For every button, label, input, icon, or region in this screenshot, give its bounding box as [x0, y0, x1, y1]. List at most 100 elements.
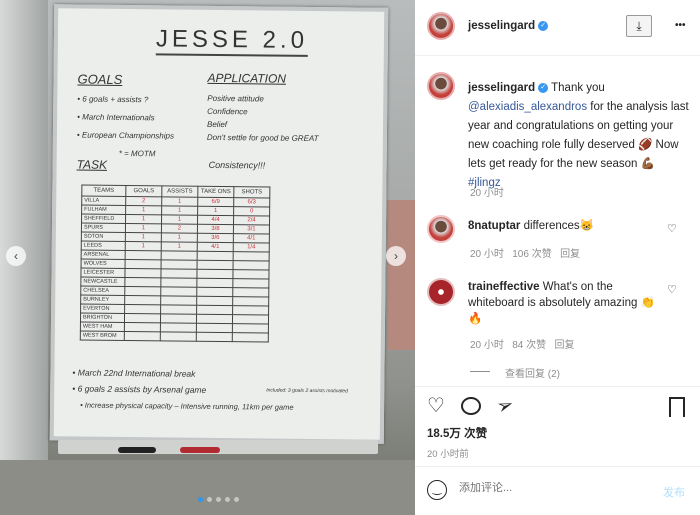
like-comment-heart-icon[interactable]: ♡	[667, 284, 677, 296]
stat-cell	[160, 322, 197, 333]
carousel-dot[interactable]	[234, 497, 239, 502]
stat-cell	[232, 278, 269, 289]
stat-cell	[124, 277, 161, 287]
consistency-note: Consistency!!!	[208, 159, 266, 171]
stat-cell	[160, 304, 197, 315]
team-cell: EVERTON	[80, 304, 125, 314]
stat-cell	[124, 286, 161, 296]
comment-likes[interactable]: 84 次赞	[512, 340, 547, 351]
comment-time[interactable]: 20 小时	[470, 340, 504, 351]
team-cell: SOTON	[81, 232, 126, 242]
board-note: • Increase physical capacity – Intensive…	[80, 400, 294, 412]
download-icon[interactable]: ⤓	[626, 15, 652, 37]
mention-link[interactable]: @alexiadis_alexandros	[468, 101, 588, 113]
stat-cell	[160, 268, 198, 279]
comment-username[interactable]: traineffective	[468, 281, 540, 293]
stat-cell: 2/4	[233, 215, 270, 226]
divider	[415, 55, 700, 56]
stat-cell	[196, 314, 233, 324]
board-note: • 6 goals 2 assists by Arsenal game	[72, 383, 207, 395]
stat-cell: 4/1	[233, 233, 270, 244]
stat-cell: 1	[125, 205, 162, 215]
carousel-dot[interactable]	[198, 497, 203, 502]
emoji-icon[interactable]: ‿	[427, 480, 447, 500]
caption-time[interactable]: 20 小时	[470, 188, 504, 199]
stat-cell	[160, 277, 197, 288]
stat-cell: 0	[233, 206, 270, 217]
team-cell: ARSENAL	[81, 250, 126, 260]
stat-cell: 1	[161, 196, 198, 207]
stat-cell: 1	[197, 206, 234, 216]
goal-item: • European Championships	[76, 130, 175, 141]
stat-cell: 2	[161, 223, 198, 234]
stat-cell	[232, 269, 270, 280]
stat-cell: 3/6	[197, 233, 234, 243]
comment-icon[interactable]	[461, 397, 481, 415]
add-comment-input[interactable]	[459, 482, 649, 494]
table-row: WEST BROM	[80, 331, 269, 343]
stat-cell	[232, 314, 269, 325]
stat-cell	[125, 250, 162, 260]
previous-image-button[interactable]: ‹	[6, 246, 26, 266]
verified-icon: ✓	[538, 82, 549, 93]
black-marker	[118, 447, 156, 453]
post-comment-button[interactable]: 发布	[663, 487, 685, 499]
reply-button[interactable]: 回复	[560, 249, 581, 260]
commenter-avatar[interactable]	[427, 278, 455, 306]
carousel-dot[interactable]	[207, 497, 212, 502]
goal-item: • 6 goals + assists ?	[77, 94, 149, 105]
stat-cell	[124, 313, 161, 323]
stat-cell	[197, 260, 234, 270]
stat-cell	[196, 296, 233, 306]
comment-time[interactable]: 20 小时	[470, 249, 504, 260]
stat-cell	[124, 322, 161, 332]
team-cell: WEST BROM	[80, 331, 125, 341]
carousel-dots	[198, 497, 239, 502]
commenter-avatar[interactable]	[427, 215, 455, 243]
carousel-dot[interactable]	[216, 497, 221, 502]
stat-cell: 1	[161, 232, 198, 243]
more-options-button[interactable]: •••	[675, 20, 686, 31]
stat-cell: 1	[125, 241, 162, 251]
verified-icon: ✓	[538, 20, 549, 31]
stat-cell	[160, 295, 197, 306]
stat-cell	[233, 260, 270, 271]
comment-username[interactable]: 8natuptar	[468, 220, 521, 232]
stat-cell	[197, 251, 234, 261]
comment-likes[interactable]: 106 次赞	[512, 249, 552, 260]
stat-cell	[232, 305, 269, 316]
application-item: Belief	[206, 119, 228, 130]
reply-button[interactable]: 回复	[554, 340, 575, 351]
stat-cell: 1	[161, 205, 198, 216]
like-heart-icon[interactable]: ♡	[427, 395, 445, 417]
stat-cell	[161, 250, 198, 261]
team-cell: CHELSEA	[80, 286, 125, 296]
bookmark-icon[interactable]	[669, 397, 685, 417]
stat-cell: 1/4	[233, 242, 270, 253]
team-cell: BRIGHTON	[80, 313, 125, 323]
caption-username[interactable]: jesselingard	[468, 82, 536, 94]
caption-text: Thank you	[551, 82, 605, 94]
stat-cell: 1	[161, 241, 198, 252]
application-heading: APPLICATION	[207, 70, 287, 86]
post-sidebar: jesselingard ✓ ⤓ ••• jesselingard ✓ Thank y…	[415, 0, 700, 515]
comment-meta: 20 小时 106 次赞 回复	[470, 245, 580, 260]
hashtag-link[interactable]: #jlingz	[468, 177, 501, 189]
avatar[interactable]	[427, 12, 455, 40]
like-count[interactable]: 18.5万 次赞	[427, 428, 488, 440]
comment-text: differences😸	[523, 220, 594, 232]
divider	[415, 386, 700, 387]
share-icon[interactable]: ➢	[493, 392, 518, 420]
replies-line	[470, 371, 490, 372]
caption-text: for the analysis last year and congratul…	[468, 101, 689, 170]
author-username[interactable]: jesselingard	[468, 20, 536, 32]
stat-cell: 1	[125, 214, 162, 224]
view-replies-button[interactable]: 查看回复 (2)	[505, 369, 560, 380]
avatar[interactable]	[427, 72, 455, 100]
carousel-dot[interactable]	[225, 497, 230, 502]
next-image-button[interactable]: ›	[386, 246, 406, 266]
stat-cell: 3/1	[233, 224, 270, 235]
like-comment-heart-icon[interactable]: ♡	[667, 223, 677, 235]
post-image[interactable]: JESSE 2.0 GOALS • 6 goals + assists ? • …	[0, 0, 415, 515]
stat-cell: 6/9	[197, 197, 234, 207]
